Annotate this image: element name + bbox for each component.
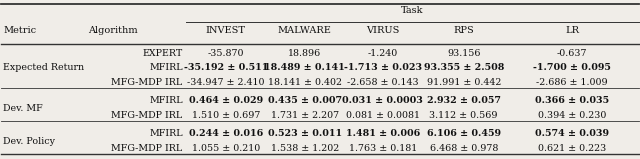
Text: 0.621 ± 0.223: 0.621 ± 0.223 [538,144,606,153]
Text: Dev. Policy: Dev. Policy [3,137,55,146]
Text: -0.637: -0.637 [557,49,588,58]
Text: MFIRL: MFIRL [149,129,182,138]
Text: VIRUS: VIRUS [366,26,399,35]
Text: 93.355 ± 2.508: 93.355 ± 2.508 [424,63,504,73]
Text: 0.394 ± 0.230: 0.394 ± 0.230 [538,111,607,120]
Text: 0.081 ± 0.0081: 0.081 ± 0.0081 [346,111,420,120]
Text: 93.156: 93.156 [447,49,481,58]
Text: 1.731 ± 2.207: 1.731 ± 2.207 [271,111,339,120]
Text: Algorithm: Algorithm [88,26,138,35]
Text: -1.713 ± 0.023: -1.713 ± 0.023 [344,63,422,73]
Text: 1.763 ± 0.181: 1.763 ± 0.181 [349,144,417,153]
Text: MFG-MDP IRL: MFG-MDP IRL [111,111,182,120]
Text: 91.991 ± 0.442: 91.991 ± 0.442 [426,78,501,87]
Text: -2.658 ± 0.143: -2.658 ± 0.143 [347,78,419,87]
Text: -2.686 ± 1.009: -2.686 ± 1.009 [536,78,608,87]
Text: 6.106 ± 0.459: 6.106 ± 0.459 [427,129,500,138]
Text: 6.468 ± 0.978: 6.468 ± 0.978 [429,144,498,153]
Text: 18.141 ± 0.402: 18.141 ± 0.402 [268,78,342,87]
Text: 0.244 ± 0.016: 0.244 ± 0.016 [189,129,263,138]
Text: 1.481 ± 0.006: 1.481 ± 0.006 [346,129,420,138]
Text: MFIRL: MFIRL [149,63,182,73]
Text: MFIRL: MFIRL [149,97,182,105]
Text: 0.435 ± 0.007: 0.435 ± 0.007 [268,97,342,105]
Text: -35.192 ± 0.511: -35.192 ± 0.511 [184,63,268,73]
Text: MFG-MDP IRL: MFG-MDP IRL [111,78,182,87]
Text: MALWARE: MALWARE [278,26,332,35]
Text: -35.870: -35.870 [207,49,244,58]
Text: 0.574 ± 0.039: 0.574 ± 0.039 [535,129,609,138]
Text: 1.510 ± 0.697: 1.510 ± 0.697 [191,111,260,120]
Text: 1.538 ± 1.202: 1.538 ± 1.202 [271,144,339,153]
Text: Expected Return: Expected Return [3,63,84,73]
Text: 0.031 ± 0.0003: 0.031 ± 0.0003 [342,97,423,105]
Text: 3.112 ± 0.569: 3.112 ± 0.569 [429,111,498,120]
Text: MFG-MDP IRL: MFG-MDP IRL [111,144,182,153]
Text: 0.523 ± 0.011: 0.523 ± 0.011 [268,129,342,138]
Text: INVEST: INVEST [206,26,246,35]
Text: 0.366 ± 0.035: 0.366 ± 0.035 [535,97,609,105]
Text: Dev. MF: Dev. MF [3,104,43,113]
Text: Task: Task [401,6,424,15]
Text: 18.896: 18.896 [288,49,321,58]
Text: 1.055 ± 0.210: 1.055 ± 0.210 [191,144,260,153]
Text: Metric: Metric [3,26,36,35]
Text: -1.700 ± 0.095: -1.700 ± 0.095 [533,63,611,73]
Text: LR: LR [565,26,579,35]
Text: -34.947 ± 2.410: -34.947 ± 2.410 [187,78,264,87]
Text: 2.932 ± 0.057: 2.932 ± 0.057 [427,97,500,105]
Text: 0.464 ± 0.029: 0.464 ± 0.029 [189,97,263,105]
Text: EXPERT: EXPERT [143,49,182,58]
Text: -1.240: -1.240 [368,49,398,58]
Text: 18.489 ± 0.141: 18.489 ± 0.141 [264,63,345,73]
Text: RPS: RPS [453,26,474,35]
